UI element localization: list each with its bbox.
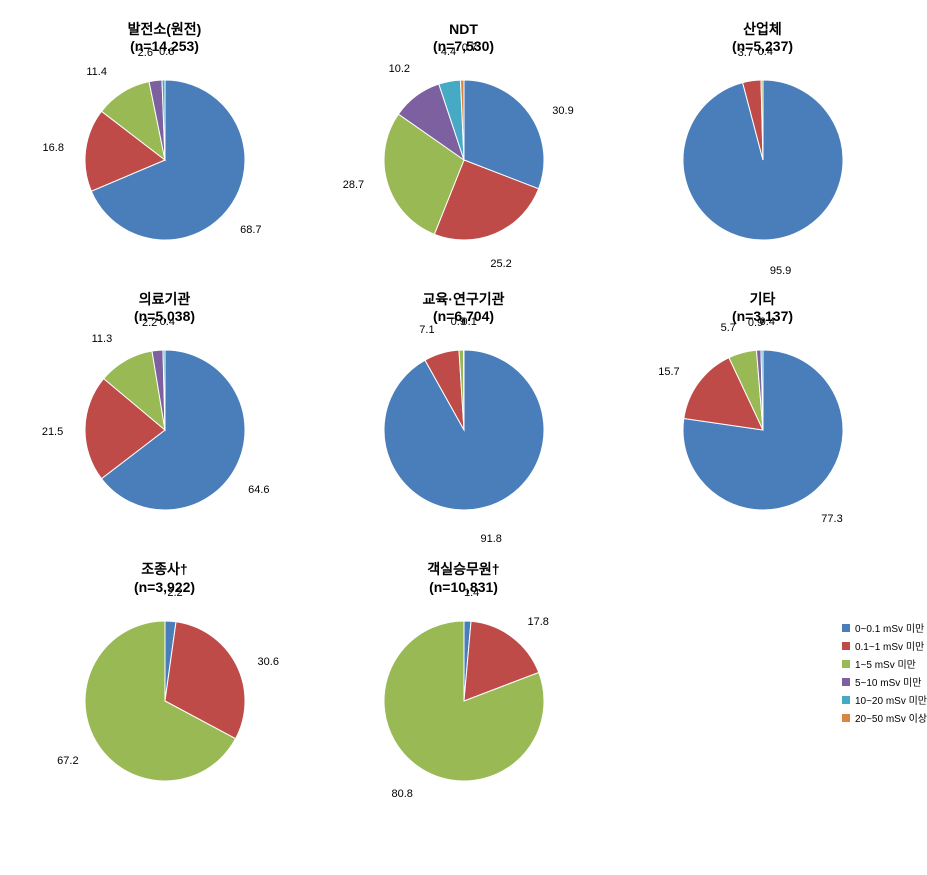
pie-wrap: 1.417.880.8 bbox=[364, 601, 564, 801]
legend-swatch bbox=[842, 642, 850, 650]
slice-label: 95.9 bbox=[770, 265, 791, 277]
chart-title: 기타 bbox=[750, 290, 776, 308]
pie-chart-cell: 기타(n=3,137)77.315.75.70.90.4 bbox=[618, 290, 907, 530]
slice-label: 28.7 bbox=[343, 179, 364, 191]
legend: 0~0.1 mSv 미만 0.1~1 mSv 미만 1~5 mSv 미만 5~10 m… bbox=[842, 620, 927, 728]
pie-chart-cell: NDT(n=7,530)30.925.228.710.24.40.7 bbox=[319, 20, 608, 260]
legend-cell: 0~0.1 mSv 미만0.1~1 mSv 미만1~5 mSv 미만5~10 m… bbox=[618, 560, 907, 800]
slice-label: 0.4 bbox=[760, 316, 775, 328]
chart-title: 객실승무원† bbox=[427, 560, 499, 578]
legend-label: 1~5 mSv 미만 bbox=[855, 656, 916, 671]
slice-label: 0.4 bbox=[758, 46, 773, 58]
slice-label: 30.6 bbox=[258, 656, 279, 668]
pie-chart-cell: 산업체(n=5,237)95.93.70.4 bbox=[618, 20, 907, 260]
legend-row: 20~50 mSv 이상 bbox=[842, 710, 927, 725]
pie-wrap: 91.87.10.90.1 bbox=[364, 330, 564, 530]
legend-label: 20~50 mSv 이상 bbox=[855, 710, 927, 725]
slice-label: 4.4 bbox=[441, 46, 456, 58]
slice-label: 30.9 bbox=[552, 105, 573, 117]
legend-swatch bbox=[842, 624, 850, 632]
pie-chart-cell: 객실승무원†(n=10,831)1.417.880.8 bbox=[319, 560, 608, 800]
slice-label: 3.7 bbox=[738, 47, 753, 59]
slice-label: 25.2 bbox=[490, 258, 511, 270]
pie-wrap: 64.621.511.32.20.4 bbox=[65, 330, 265, 530]
pie-wrap: 95.93.70.4 bbox=[663, 60, 863, 260]
slice-label: 67.2 bbox=[57, 755, 78, 767]
pie-svg bbox=[65, 60, 265, 260]
slice-label: 0.6 bbox=[159, 46, 174, 58]
pie-svg bbox=[364, 60, 564, 260]
slice-label: 2.6 bbox=[138, 47, 153, 59]
slice-label: 2.2 bbox=[167, 587, 182, 599]
slice-label: 10.2 bbox=[389, 63, 410, 75]
pie-svg bbox=[663, 60, 863, 260]
slice-label: 11.4 bbox=[86, 66, 107, 78]
legend-swatch bbox=[842, 678, 850, 686]
legend-label: 5~10 mSv 미만 bbox=[855, 674, 921, 689]
pie-chart-cell: 교육·연구기관(n=6,704)91.87.10.90.1 bbox=[319, 290, 608, 530]
legend-label: 0.1~1 mSv 미만 bbox=[855, 638, 924, 653]
pie-svg bbox=[65, 330, 265, 530]
pie-chart-cell: 조종사†(n=3,922)2.230.667.2 bbox=[20, 560, 309, 800]
chart-title: NDT bbox=[449, 20, 478, 38]
pie-slice bbox=[463, 350, 464, 430]
slice-label: 7.1 bbox=[419, 324, 434, 336]
slice-label: 77.3 bbox=[821, 513, 842, 525]
chart-title: 발전소(원전) bbox=[128, 20, 202, 38]
slice-label: 15.7 bbox=[658, 366, 679, 378]
pie-svg bbox=[364, 601, 564, 801]
chart-subtitle: (n=3,922) bbox=[134, 579, 195, 595]
slice-label: 0.7 bbox=[462, 42, 477, 54]
chart-title: 교육·연구기관 bbox=[423, 290, 505, 308]
pie-svg bbox=[364, 330, 564, 530]
pie-wrap: 68.716.811.42.60.6 bbox=[65, 60, 265, 260]
legend-swatch bbox=[842, 660, 850, 668]
legend-label: 0~0.1 mSv 미만 bbox=[855, 620, 924, 635]
legend-row: 0.1~1 mSv 미만 bbox=[842, 638, 927, 653]
chart-title: 산업체 bbox=[743, 20, 782, 38]
legend-row: 10~20 mSv 미만 bbox=[842, 692, 927, 707]
chart-title: 조종사† bbox=[141, 560, 187, 578]
pie-chart-cell: 발전소(원전)(n=14,253)68.716.811.42.60.6 bbox=[20, 20, 309, 260]
slice-label: 16.8 bbox=[43, 142, 64, 154]
slice-label: 91.8 bbox=[480, 533, 501, 545]
slice-label: 0.1 bbox=[462, 316, 477, 328]
legend-row: 5~10 mSv 미만 bbox=[842, 674, 927, 689]
pie-wrap: 30.925.228.710.24.40.7 bbox=[364, 60, 564, 260]
chart-title: 의료기관 bbox=[139, 290, 191, 308]
pie-wrap: 77.315.75.70.90.4 bbox=[663, 330, 863, 530]
slice-label: 80.8 bbox=[391, 788, 412, 800]
slice-label: 5.7 bbox=[721, 322, 736, 334]
pie-wrap: 2.230.667.2 bbox=[65, 601, 265, 801]
pie-chart-cell: 의료기관(n=5,038)64.621.511.32.20.4 bbox=[20, 290, 309, 530]
slice-label: 17.8 bbox=[527, 616, 548, 628]
legend-row: 0~0.1 mSv 미만 bbox=[842, 620, 927, 635]
legend-swatch bbox=[842, 696, 850, 704]
legend-swatch bbox=[842, 714, 850, 722]
slice-label: 11.3 bbox=[92, 333, 113, 345]
legend-row: 1~5 mSv 미만 bbox=[842, 656, 927, 671]
legend-label: 10~20 mSv 미만 bbox=[855, 692, 927, 707]
slice-label: 1.4 bbox=[464, 587, 479, 599]
slice-label: 21.5 bbox=[42, 426, 63, 438]
slice-label: 2.2 bbox=[142, 317, 157, 329]
slice-label: 68.7 bbox=[240, 224, 261, 236]
pie-svg bbox=[663, 330, 863, 530]
slice-label: 0.4 bbox=[160, 316, 175, 328]
slice-label: 64.6 bbox=[248, 484, 269, 496]
pie-svg bbox=[65, 601, 265, 801]
